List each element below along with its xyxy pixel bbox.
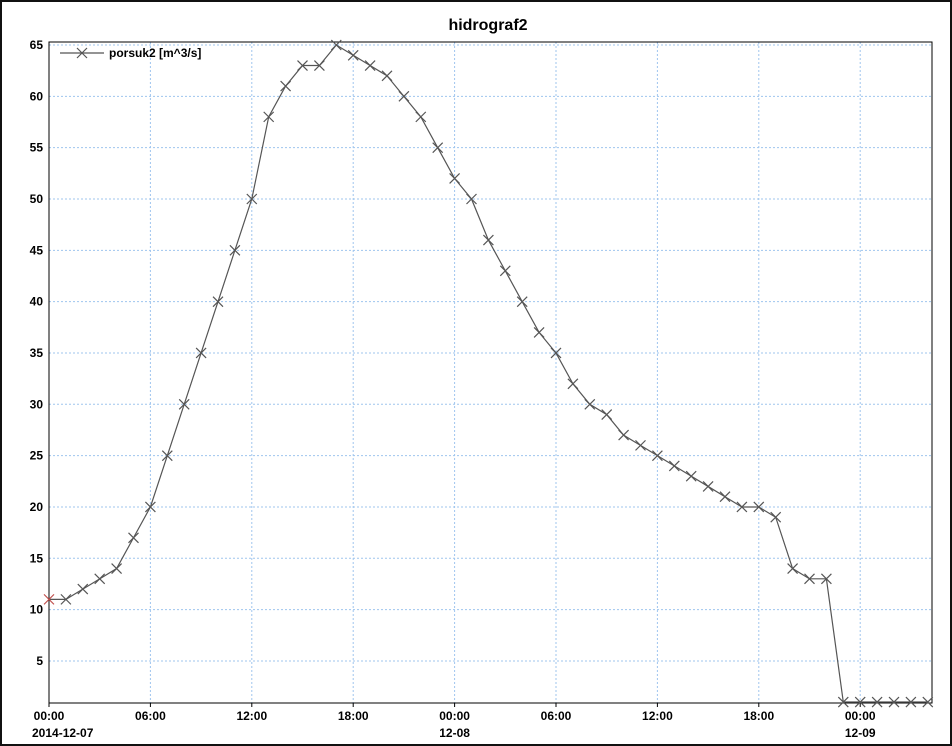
data-point-marker: [618, 429, 630, 441]
data-point-marker: [297, 60, 308, 71]
data-point-marker: [533, 327, 545, 338]
y-tick-label: 40: [30, 295, 44, 309]
x-tick-time-label: 00:00: [34, 709, 65, 723]
data-point-marker: [195, 347, 207, 359]
y-tick-label: 5: [36, 654, 43, 668]
data-point-marker: [229, 244, 241, 256]
legend: porsuk2 [m^3/s]: [60, 46, 201, 60]
y-tick-label: 35: [30, 346, 44, 360]
x-axis: 00:00 2014-12-07 06:00 12:00 18:00 00:00 12-08…: [32, 703, 876, 740]
data-point-marker: [922, 696, 934, 708]
data-point-marker: [820, 573, 832, 585]
data-point-marker: [449, 173, 461, 184]
data-point-marker: [770, 511, 782, 523]
x-tick-time-label: 00:00: [439, 709, 470, 723]
x-tick-date-label: 12-08: [439, 726, 470, 740]
data-point-marker: [128, 532, 139, 544]
y-tick-label: 30: [30, 397, 44, 411]
plot-area: [48, 41, 933, 704]
data-point-marker: [837, 696, 849, 708]
chart-title: hidrograf2: [448, 17, 527, 34]
x-tick-date-label: 12-09: [845, 726, 876, 740]
data-point-marker: [482, 234, 494, 246]
data-point-marker: [584, 398, 596, 410]
data-point-marker: [161, 450, 173, 462]
y-tick-label: 65: [30, 38, 44, 52]
data-point-marker: [635, 439, 646, 451]
y-tick-label: 20: [30, 500, 44, 514]
data-point-marker: [905, 696, 917, 708]
data-point-marker: [753, 501, 765, 513]
data-point-marker: [651, 450, 663, 462]
y-tick-label: 15: [30, 551, 44, 565]
data-point-marker: [381, 70, 393, 82]
data-point-marker: [280, 80, 292, 92]
data-point-marker: [499, 265, 511, 277]
y-tick-label: 50: [30, 192, 44, 206]
x-tick-time-label: 12:00: [642, 709, 673, 723]
x-tick-time-label: 18:00: [743, 709, 774, 723]
x-tick-time-label: 06:00: [135, 709, 166, 723]
y-tick-label: 60: [30, 89, 44, 103]
data-point-marker: [871, 696, 883, 708]
data-point-marker: [212, 296, 224, 308]
data-point-marker: [567, 378, 579, 390]
data-point-marker: [178, 398, 190, 410]
series-line: [49, 44, 928, 703]
y-tick-label: 25: [30, 449, 44, 463]
data-point-marker: [313, 60, 325, 71]
data-point-marker: [787, 563, 799, 574]
data-point-marker: [685, 470, 697, 482]
legend-marker: [76, 47, 88, 59]
data-point-marker: [888, 696, 900, 708]
data-point-marker: [347, 49, 359, 61]
grid-lines: [49, 42, 932, 703]
y-axis: 5 10 15 20 25 30 35 40 45 50 55 60 65: [30, 38, 44, 668]
data-point-marker: [719, 491, 731, 503]
data-point-marker: [263, 111, 275, 123]
x-tick-time-label: 00:00: [845, 709, 876, 723]
y-tick-label: 10: [30, 603, 44, 617]
x-tick-date-label: 2014-12-07: [32, 726, 94, 740]
data-point-marker: [702, 481, 714, 492]
y-tick-label: 55: [30, 141, 44, 155]
data-point-marker: [854, 696, 866, 708]
data-point-marker: [432, 142, 444, 154]
data-point-marker: [77, 583, 89, 595]
data-point-marker: [111, 563, 123, 574]
data-point-marker: [364, 60, 376, 71]
x-tick-time-label: 18:00: [338, 709, 369, 723]
y-tick-label: 45: [30, 243, 44, 257]
data-point-marker: [246, 193, 258, 205]
data-point-marker: [43, 593, 55, 605]
data-point-marker: [466, 193, 477, 205]
data-point-marker: [415, 111, 427, 123]
legend-label: porsuk2 [m^3/s]: [109, 46, 201, 60]
data-point-marker: [398, 90, 410, 102]
x-tick-time-label: 06:00: [541, 709, 572, 723]
data-point-marker: [516, 296, 528, 308]
series-porsuk2: [43, 39, 934, 708]
data-point-marker: [60, 593, 72, 605]
data-point-marker: [550, 347, 562, 359]
data-point-marker: [804, 573, 815, 585]
x-tick-time-label: 12:00: [236, 709, 267, 723]
data-point-marker: [601, 409, 613, 421]
data-point-marker: [736, 501, 748, 513]
data-point-marker: [330, 39, 342, 51]
data-point-marker: [668, 460, 680, 472]
data-point-marker: [94, 573, 106, 585]
data-point-marker: [144, 501, 156, 513]
